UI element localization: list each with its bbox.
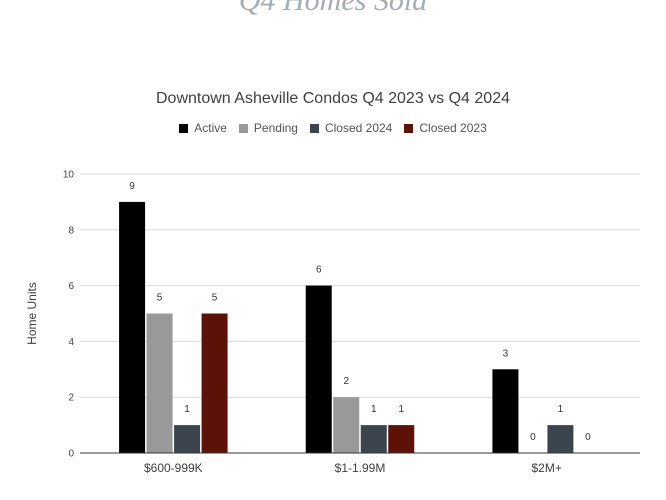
legend-item-active: Active [179,121,227,135]
bar-active-1-1-99m [305,285,332,453]
x-category-label: $600-999K [144,461,203,475]
bar-pending-600-999k [146,313,173,453]
bar-closed-2024-2m [547,425,574,453]
legend-item-closed-2024: Closed 2024 [309,121,393,135]
legend-label: Pending [253,121,298,135]
chart-legend: Active Pending Closed 2024 Closed 2023 [0,121,666,135]
x-category-label: $1-1.99M [335,461,386,475]
y-axis-title: Home Units [25,282,39,345]
data-label: 2 [343,376,349,387]
y-tick-label: 10 [63,170,75,181]
data-label: 3 [503,348,509,359]
bar-closed-2023-1-1-99m [388,425,415,453]
legend-swatch [238,123,248,133]
data-label: 9 [129,181,135,192]
page-heading: Q4 Homes Sold [238,0,428,17]
legend-swatch [309,123,319,133]
bar-closed-2024-600-999k [174,425,201,453]
bar-closed-2024-1-1-99m [360,425,387,453]
y-tick-label: 8 [68,225,74,236]
bar-closed-2023-600-999k [201,313,228,453]
y-tick-label: 2 [68,393,74,404]
y-tick-label: 4 [68,337,74,348]
bar-pending-1-1-99m [333,397,360,453]
legend-swatch [404,123,414,133]
legend-label: Closed 2023 [419,121,487,135]
data-label: 1 [371,404,377,415]
data-label: 6 [316,265,322,276]
data-label: 1 [184,404,190,415]
y-tick-label: 0 [68,449,74,460]
legend-label: Closed 2024 [324,121,393,135]
bar-active-600-999k [119,201,146,453]
data-label: 1 [558,404,564,415]
legend-swatch [179,123,189,133]
x-category-label: $2M+ [531,461,561,475]
y-tick-label: 6 [68,281,74,292]
data-label: 1 [398,404,404,415]
data-label: 5 [157,293,163,304]
chart-title: Downtown Asheville Condos Q4 2023 vs Q4 … [156,90,510,107]
data-label: 0 [585,432,591,443]
data-label: 5 [212,293,218,304]
data-label: 0 [530,432,536,443]
bar-active-2m [492,369,519,453]
legend-item-closed-2023: Closed 2023 [404,121,487,135]
legend-item-pending: Pending [238,121,298,135]
legend-label: Active [194,121,227,135]
